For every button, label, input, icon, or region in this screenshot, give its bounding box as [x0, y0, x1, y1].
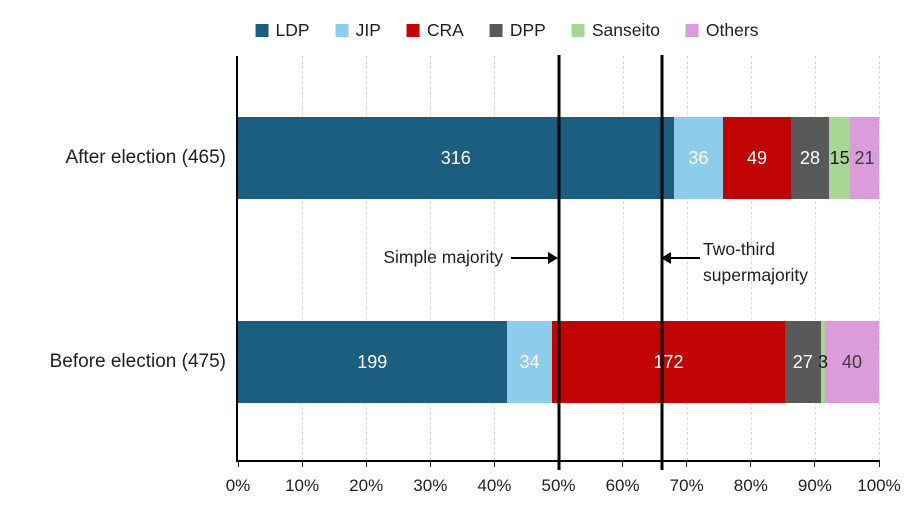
- bar-segment-sanseito: 15: [829, 117, 851, 199]
- axis-tick-80: [750, 460, 752, 467]
- bar-segment-jip: 36: [673, 117, 724, 199]
- simple-majority-arrow-line: [511, 257, 549, 259]
- axis-tick-label-10: 10%: [285, 476, 320, 495]
- legend-label: DPP: [509, 20, 546, 40]
- plot-area: 316 36 49 28 15 21 199 34 172 27 3 40 0% 10% 20% 30% 4…: [226, 55, 901, 495]
- segment-value-label: 28: [800, 147, 821, 168]
- reference-line-two-third-supermajority: [660, 55, 664, 470]
- axis-tick-label-100: 100%: [857, 476, 901, 495]
- gridline-60: [622, 56, 624, 460]
- axis-tick-30: [429, 460, 431, 467]
- segment-value-label: 27: [792, 351, 813, 372]
- segment-value-label: 21: [854, 147, 875, 168]
- annotation-two-third-line1: Two-third: [703, 239, 775, 259]
- bar-segment-sanseito: 3: [817, 321, 828, 403]
- segment-value-label: 316: [440, 147, 471, 168]
- legend-item-others: Others: [685, 20, 759, 41]
- axis-tick-label-70: 70%: [669, 476, 704, 495]
- gridline-90: [814, 56, 816, 460]
- legend-item-jip: JIP: [335, 20, 381, 41]
- gridline-40: [494, 56, 496, 460]
- left-arrowhead-icon: [661, 252, 671, 264]
- legend-item-ldp: LDP: [255, 20, 310, 41]
- bar-segment-dpp: 27: [784, 321, 821, 403]
- gridline-100: [879, 56, 880, 460]
- two-third-arrow-line: [671, 257, 700, 259]
- bar-segment-cra: 172: [552, 321, 785, 403]
- legend-item-dpp: DPP: [489, 20, 546, 41]
- axis-tick-10: [301, 460, 303, 467]
- legend-swatch-icon: [255, 24, 269, 37]
- axis-tick-label-90: 90%: [797, 476, 832, 495]
- bar-segment-jip: 34: [506, 321, 553, 403]
- legend-label: LDP: [275, 20, 310, 40]
- bar-before-election: 199 34 172 27 3 40: [238, 321, 879, 403]
- annotation-two-third-supermajority: Two-third supermajority: [703, 236, 808, 288]
- legend-label: Sanseito: [591, 20, 660, 40]
- bar-segment-others: 40: [824, 321, 879, 403]
- axis-tick-70: [686, 460, 688, 467]
- right-arrowhead-icon: [548, 252, 558, 264]
- axis-tick-label-40: 40%: [477, 476, 512, 495]
- legend-item-cra: CRA: [406, 20, 464, 41]
- legend-swatch-icon: [571, 24, 585, 37]
- legend-label: Others: [705, 20, 759, 40]
- segment-value-label: 15: [829, 147, 850, 168]
- axis-tick-0: [237, 460, 239, 467]
- category-label-after-election: After election (465): [65, 147, 226, 168]
- annotation-simple-majority: Simple majority: [383, 247, 503, 267]
- axis-tick-label-60: 60%: [605, 476, 640, 495]
- gridline-10: [302, 56, 304, 460]
- bar-segment-ldp: 316: [238, 117, 674, 199]
- segment-value-label: 36: [688, 147, 709, 168]
- bar-segment-ldp: 199: [238, 321, 507, 403]
- bar-segment-dpp: 28: [790, 117, 830, 199]
- segment-value-label: 40: [841, 351, 862, 372]
- gridline-30: [430, 56, 432, 460]
- axis-tick-label-30: 30%: [413, 476, 448, 495]
- segment-value-label: 34: [519, 351, 540, 372]
- axis-tick-label-80: 80%: [733, 476, 768, 495]
- axis-tick-label-0: 0%: [225, 476, 251, 495]
- reference-line-simple-majority: [557, 55, 560, 470]
- segment-value-label: 199: [357, 351, 388, 372]
- segment-value-label: 49: [746, 147, 767, 168]
- axis-tick-label-50: 50%: [541, 476, 576, 495]
- category-label-before-election: Before election (475): [49, 351, 226, 372]
- annotation-two-third-line2: supermajority: [703, 265, 809, 285]
- gridline-20: [366, 56, 368, 460]
- gridline-80: [750, 56, 752, 460]
- axis-tick-60: [622, 460, 624, 467]
- legend-swatch-icon: [335, 24, 349, 37]
- axis-tick-label-20: 20%: [349, 476, 384, 495]
- legend: LDP JIP CRA DPP Sanseito Others: [255, 20, 759, 41]
- bar-segment-cra: 49: [723, 117, 791, 199]
- legend-swatch-icon: [685, 24, 699, 37]
- legend-swatch-icon: [406, 24, 420, 37]
- segment-value-label: 3: [817, 351, 828, 372]
- legend-item-sanseito: Sanseito: [571, 20, 660, 41]
- axis-tick-40: [493, 460, 495, 467]
- bar-after-election: 316 36 49 28 15 21: [238, 117, 879, 199]
- segment-value-label: 172: [653, 351, 684, 372]
- axis-tick-20: [365, 460, 367, 467]
- axis-tick-90: [814, 460, 816, 467]
- legend-swatch-icon: [489, 24, 503, 37]
- legend-label: CRA: [426, 20, 464, 40]
- axis-tick-100: [878, 460, 880, 467]
- legend-label: JIP: [355, 20, 381, 40]
- bar-segment-others: 21: [850, 117, 879, 199]
